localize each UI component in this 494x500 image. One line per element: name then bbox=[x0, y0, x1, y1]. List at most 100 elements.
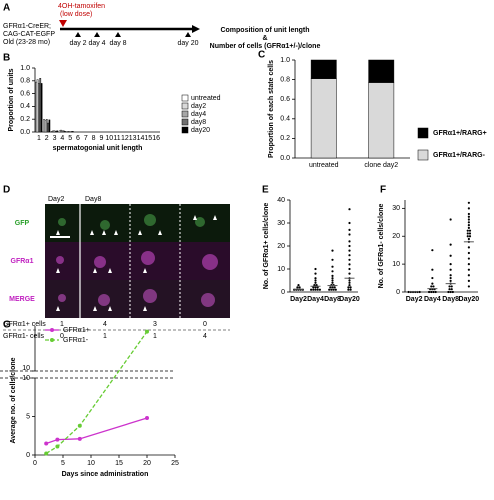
dot bbox=[318, 288, 321, 291]
timepoint: day 2 bbox=[69, 40, 86, 47]
dot bbox=[448, 285, 451, 288]
dot bbox=[450, 285, 453, 288]
y-tick-label: 0 bbox=[26, 452, 30, 459]
column-label: Day8 bbox=[85, 196, 101, 203]
x-axis-title: Days since administration bbox=[62, 471, 149, 478]
dot bbox=[449, 268, 452, 271]
legend-swatch bbox=[181, 94, 189, 102]
dot bbox=[331, 274, 334, 277]
panel-label: E bbox=[262, 185, 269, 196]
y-tick-label: 0.4 bbox=[280, 116, 290, 123]
timepoint-marker bbox=[115, 32, 121, 37]
dot bbox=[467, 215, 470, 218]
panel-label: F bbox=[380, 185, 386, 196]
point bbox=[77, 436, 82, 441]
timepoint: day 8 bbox=[109, 40, 126, 47]
dot bbox=[467, 226, 470, 229]
y-tick-label: 0.2 bbox=[280, 135, 290, 142]
y-tick-label: 10 bbox=[277, 266, 285, 273]
dot bbox=[330, 288, 333, 291]
dot bbox=[331, 265, 334, 268]
dot bbox=[348, 254, 351, 257]
count: 1 bbox=[153, 333, 157, 340]
dot bbox=[449, 263, 452, 266]
bar bbox=[71, 131, 74, 133]
dot bbox=[314, 286, 317, 289]
x-tick-label: Day4 bbox=[307, 296, 324, 303]
legend-swatch bbox=[181, 110, 189, 118]
x-tick-label: 10 bbox=[87, 460, 95, 467]
dot bbox=[467, 251, 470, 255]
dot bbox=[467, 201, 470, 204]
dot bbox=[449, 274, 452, 277]
dot bbox=[312, 286, 315, 289]
dot bbox=[348, 284, 351, 287]
dot bbox=[467, 279, 470, 282]
panel-label: C bbox=[258, 50, 265, 61]
dot bbox=[349, 288, 352, 291]
channel-label: GFRα1 bbox=[11, 258, 34, 265]
dot bbox=[349, 286, 352, 289]
x-tick-label: Day8 bbox=[442, 296, 459, 303]
dot bbox=[431, 276, 434, 280]
dot bbox=[331, 249, 334, 252]
y-axis-title: Proportion of each state cells bbox=[268, 60, 275, 158]
gfp-signal bbox=[58, 214, 205, 230]
dot bbox=[348, 263, 351, 266]
dot bbox=[348, 208, 351, 211]
panel-label: D bbox=[3, 185, 10, 196]
panel-label: G bbox=[3, 320, 11, 331]
panel-label: B bbox=[3, 53, 10, 64]
x-tick-label: Day20 bbox=[339, 296, 360, 303]
timepoint: day 4 bbox=[88, 40, 105, 47]
legend-label: day4 bbox=[191, 111, 206, 118]
series-line bbox=[45, 331, 148, 455]
treatment: 4OH-tamoxifen bbox=[58, 3, 105, 10]
legend-swatch bbox=[417, 149, 429, 161]
panel-label: A bbox=[3, 3, 10, 14]
dot bbox=[432, 285, 435, 288]
dot bbox=[451, 290, 454, 294]
x-tick-label: Day20 bbox=[459, 296, 480, 303]
bar-segment bbox=[368, 59, 395, 83]
y-axis-title: Proportion of units bbox=[8, 68, 15, 131]
y-tick-label: 1.0 bbox=[280, 57, 290, 64]
dot bbox=[427, 290, 431, 294]
x-tick-label: clone day2 bbox=[364, 162, 398, 169]
dot bbox=[348, 267, 351, 271]
y-axis-title: No. of GFRα1- cells/clone bbox=[378, 203, 385, 288]
dot bbox=[347, 286, 350, 289]
row-label: GFRα1+ cells bbox=[3, 321, 46, 328]
timeline-arrow bbox=[192, 25, 200, 33]
x-tick-label: 20 bbox=[143, 460, 151, 467]
x-tick-label: 25 bbox=[171, 460, 179, 467]
dot bbox=[449, 279, 452, 282]
timepoint-marker bbox=[75, 32, 81, 37]
dot bbox=[348, 221, 351, 225]
x-tick-label: 14 bbox=[137, 135, 145, 142]
bar bbox=[64, 131, 66, 133]
x-tick-label: 15 bbox=[115, 460, 123, 467]
dot bbox=[466, 232, 469, 235]
dot bbox=[331, 270, 334, 273]
y-tick-label: 0 bbox=[396, 289, 400, 296]
y-tick-label: 0.2 bbox=[20, 116, 30, 123]
dot bbox=[450, 288, 453, 291]
point bbox=[145, 416, 149, 421]
y-axis-title: Average no. of cells/clone bbox=[10, 357, 17, 443]
count: 1 bbox=[60, 321, 64, 328]
readout: Composition of unit length bbox=[220, 27, 309, 34]
dot bbox=[467, 221, 470, 224]
channel-label: GFP bbox=[15, 220, 30, 227]
y-tick-label: 0.4 bbox=[20, 103, 30, 110]
timepoint-marker bbox=[94, 32, 100, 37]
dot bbox=[296, 286, 299, 289]
x-tick-label: 5 bbox=[68, 135, 72, 142]
timepoint-marker bbox=[185, 32, 191, 37]
y-tick-label: 0.0 bbox=[280, 155, 290, 162]
legend-label: untreated bbox=[191, 95, 221, 102]
dot bbox=[314, 272, 317, 275]
dot bbox=[466, 229, 469, 232]
